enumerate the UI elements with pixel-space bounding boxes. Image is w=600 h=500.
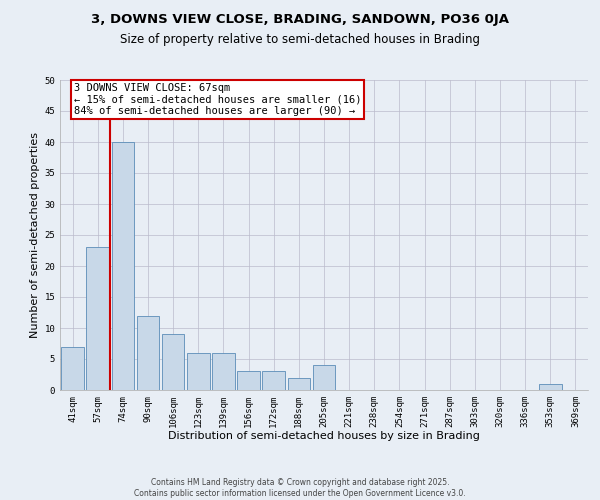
Bar [86, 248, 109, 390]
Bar [162, 334, 184, 390]
Bar [212, 353, 235, 390]
Bar [287, 378, 310, 390]
Bar [187, 353, 209, 390]
Bar [112, 142, 134, 390]
Text: Contains HM Land Registry data © Crown copyright and database right 2025.
Contai: Contains HM Land Registry data © Crown c… [134, 478, 466, 498]
Bar [137, 316, 160, 390]
Text: Size of property relative to semi-detached houses in Brading: Size of property relative to semi-detach… [120, 32, 480, 46]
Y-axis label: Number of semi-detached properties: Number of semi-detached properties [30, 132, 40, 338]
Text: 3, DOWNS VIEW CLOSE, BRADING, SANDOWN, PO36 0JA: 3, DOWNS VIEW CLOSE, BRADING, SANDOWN, P… [91, 12, 509, 26]
Bar [61, 346, 84, 390]
X-axis label: Distribution of semi-detached houses by size in Brading: Distribution of semi-detached houses by … [168, 432, 480, 442]
Text: 3 DOWNS VIEW CLOSE: 67sqm
← 15% of semi-detached houses are smaller (16)
84% of : 3 DOWNS VIEW CLOSE: 67sqm ← 15% of semi-… [74, 83, 361, 116]
Bar [539, 384, 562, 390]
Bar [237, 372, 260, 390]
Bar [313, 365, 335, 390]
Bar [262, 372, 285, 390]
